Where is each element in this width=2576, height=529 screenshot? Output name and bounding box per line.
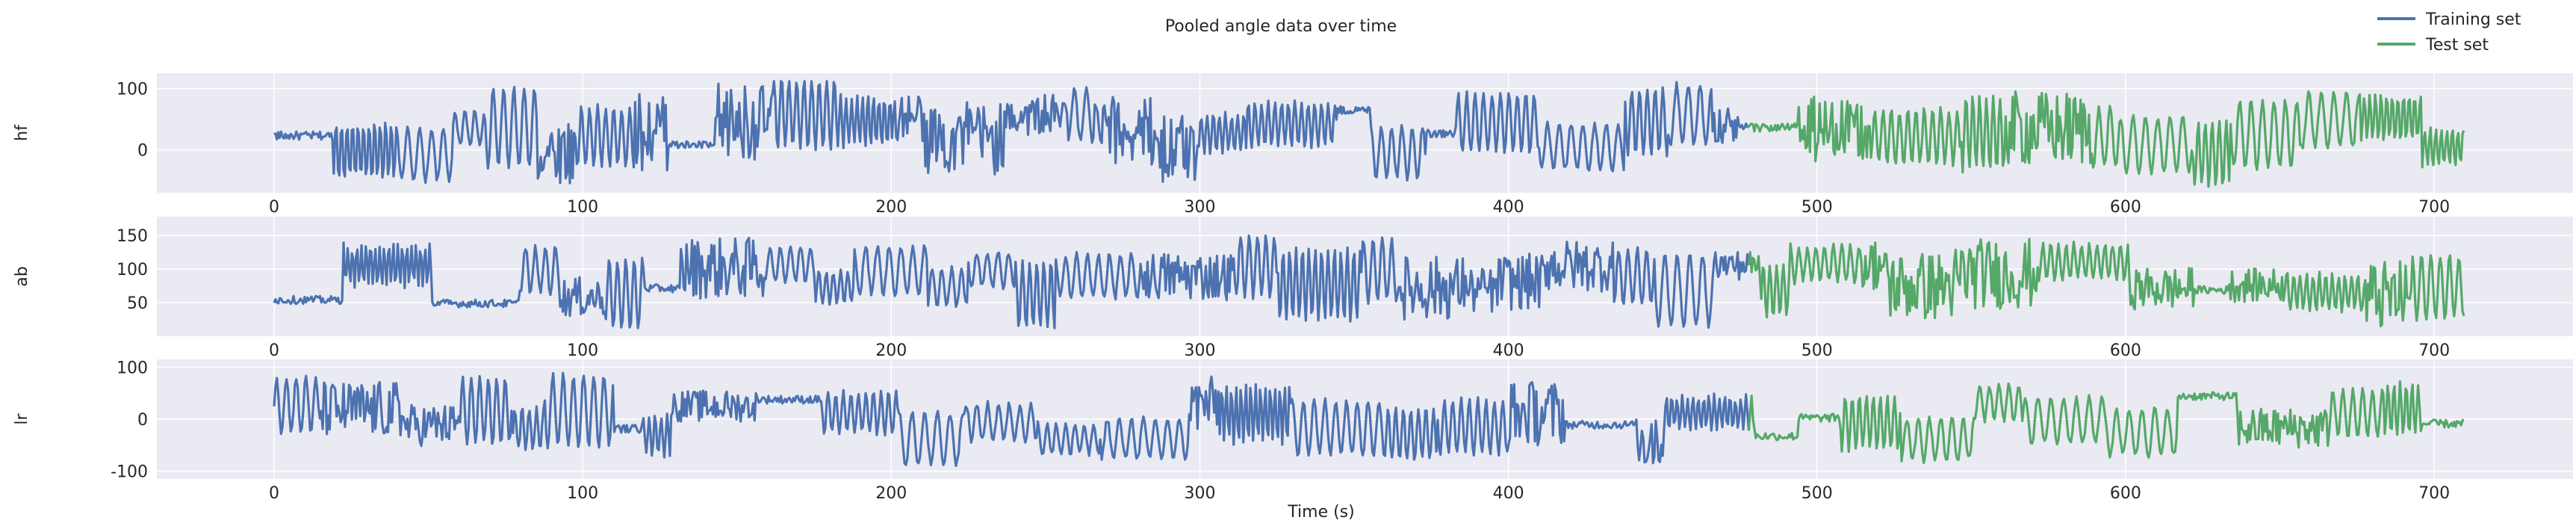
- y-tick-label: 150: [117, 227, 148, 246]
- x-tick-label: 500: [1801, 198, 1833, 217]
- panel-lr: 0 100 200 300 400 500 600 700 -100 0 100 lr: [13, 359, 2573, 503]
- y-tick-label: -100: [111, 463, 148, 482]
- x-tick-label: 300: [1184, 484, 1215, 503]
- y-tick-label: 0: [137, 142, 148, 161]
- x-tick-label: 600: [2110, 198, 2141, 217]
- y-tick-label: 100: [117, 359, 148, 377]
- y-tick-label: 100: [117, 261, 148, 279]
- x-tick-label: 700: [2418, 198, 2450, 217]
- series-test-line: [1748, 90, 2465, 188]
- panel-hf: 0 100 200 300 400 500 600 700 0 100 hf: [13, 73, 2573, 217]
- x-tick-label: 0: [269, 198, 279, 217]
- x-tick-label: 200: [875, 484, 907, 503]
- series-training-line: [273, 371, 1751, 468]
- x-tick-label: 0: [269, 341, 279, 360]
- panel-ab: 0 100 200 300 400 500 600 700 50 100 150 ab: [13, 217, 2573, 360]
- x-tick-label: 600: [2110, 484, 2141, 503]
- legend-label-test: Test set: [2425, 36, 2489, 55]
- x-tick-label: 100: [567, 484, 598, 503]
- y-axis-label: ab: [13, 266, 31, 286]
- y-tick-label: 0: [137, 411, 148, 430]
- x-tick-label: 600: [2110, 341, 2141, 360]
- plot-area: [157, 217, 2573, 336]
- x-tick-label: 200: [875, 341, 907, 360]
- x-tick-label: 300: [1184, 341, 1215, 360]
- x-axis-label: Time (s): [1287, 503, 1354, 522]
- x-tick-label: 300: [1184, 198, 1215, 217]
- legend-label-training: Training set: [2425, 10, 2521, 29]
- x-tick-label: 400: [1493, 198, 1524, 217]
- x-tick-label: 700: [2418, 341, 2450, 360]
- series-test-line: [1747, 380, 2464, 465]
- legend: Training set Test set: [2377, 10, 2521, 55]
- series-training-line: [273, 234, 1751, 330]
- x-tick-label: 400: [1493, 484, 1524, 503]
- x-tick-label: 400: [1493, 341, 1524, 360]
- chart-title: Pooled angle data over time: [1165, 17, 1397, 36]
- x-tick-label: 100: [567, 341, 598, 360]
- y-tick-label: 50: [127, 294, 148, 313]
- series-training-line: [273, 80, 1749, 185]
- x-tick-label: 500: [1801, 341, 1833, 360]
- x-tick-label: 500: [1801, 484, 1833, 503]
- x-tick-label: 100: [567, 198, 598, 217]
- x-tick-label: 200: [875, 198, 907, 217]
- x-tick-label: 700: [2418, 484, 2450, 503]
- y-axis-label: lr: [13, 412, 31, 424]
- series-test-line: [1747, 238, 2465, 328]
- x-tick-label: 0: [269, 484, 279, 503]
- y-axis-label: hf: [13, 124, 31, 141]
- y-tick-label: 100: [117, 81, 148, 99]
